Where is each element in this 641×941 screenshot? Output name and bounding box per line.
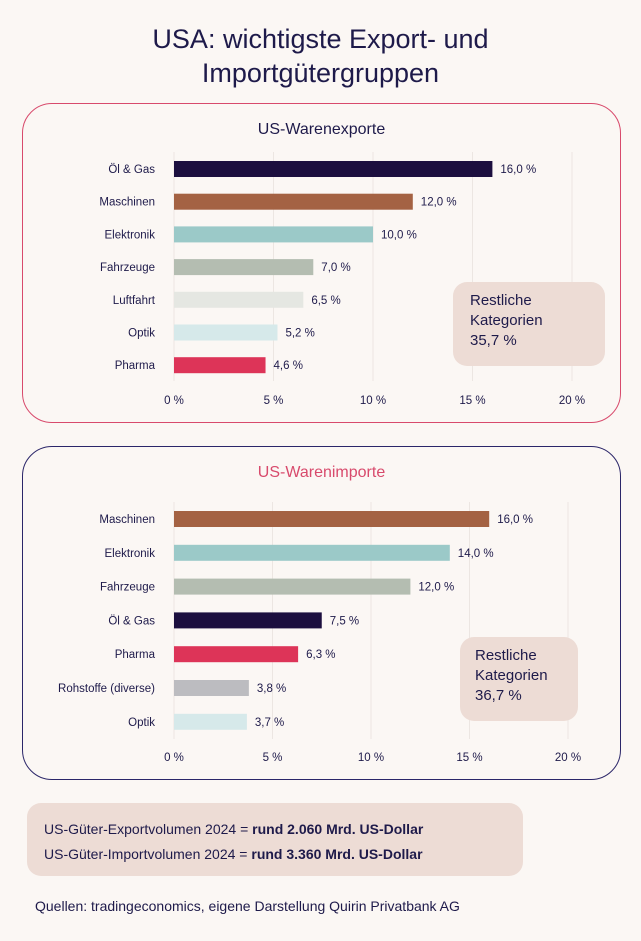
import-value-label: 6,3 % bbox=[306, 649, 335, 661]
export-rest-line-3: 35,7 % bbox=[470, 332, 517, 349]
import-category-label: Öl & Gas bbox=[108, 615, 155, 627]
import-rest-line-2: Kategorien bbox=[475, 667, 548, 684]
export-value-label: 4,6 % bbox=[274, 360, 303, 372]
import-value-label: 16,0 % bbox=[497, 514, 533, 526]
export-x-tick-label: 10 % bbox=[360, 395, 386, 407]
import-chart: 0 % 5 % 10 % 15 % 20 % Maschinen 16,0 % Elektro… bbox=[58, 502, 581, 764]
export-bar bbox=[174, 324, 278, 341]
export-value-label: 5,2 % bbox=[285, 328, 314, 340]
volume-box: US-Güter-Exportvolumen 2024 = rund 2.060… bbox=[27, 803, 523, 876]
page-title: USA: wichtigste Export- und Importgüterg… bbox=[0, 22, 641, 90]
export-rest-line-1: Restliche bbox=[470, 292, 532, 309]
export-value-label: 12,0 % bbox=[421, 197, 457, 209]
import-value-label: 12,0 % bbox=[418, 582, 454, 594]
import-x-tick-label: 0 % bbox=[164, 752, 184, 764]
source-note: Quellen: tradingeconomics, eigene Darste… bbox=[35, 898, 460, 914]
import-value-label: 3,8 % bbox=[257, 683, 286, 695]
import-value-label: 7,5 % bbox=[330, 615, 359, 627]
export-panel: US-Warenexporte 0 % 5 % 10 % 15 % 20 % Öl & G… bbox=[22, 103, 621, 423]
export-category-label: Optik bbox=[128, 328, 155, 340]
import-volume-line: US-Güter-Importvolumen 2024 = rund 3.360… bbox=[44, 842, 523, 867]
import-panel: US-Warenimporte 0 % 5 % 10 % 15 % 20 % Maschi… bbox=[22, 446, 621, 780]
export-bar bbox=[174, 193, 413, 210]
import-bar bbox=[174, 680, 249, 696]
export-category-label: Pharma bbox=[115, 360, 156, 372]
import-volume-label: US-Güter-Importvolumen 2024 = bbox=[44, 846, 252, 862]
export-category-label: Fahrzeuge bbox=[100, 262, 155, 274]
export-bar bbox=[174, 291, 304, 308]
export-volume-line: US-Güter-Exportvolumen 2024 = rund 2.060… bbox=[44, 817, 523, 842]
import-bar bbox=[174, 578, 411, 595]
export-volume-value: rund 2.060 Mrd. US-Dollar bbox=[252, 821, 424, 837]
export-value-label: 16,0 % bbox=[500, 164, 536, 176]
import-x-tick-label: 10 % bbox=[358, 752, 384, 764]
title-line-2: Importgütergruppen bbox=[201, 58, 440, 88]
import-value-label: 14,0 % bbox=[458, 548, 494, 560]
export-category-label: Maschinen bbox=[99, 197, 155, 209]
export-value-label: 7,0 % bbox=[321, 262, 350, 274]
import-x-tick-label: 20 % bbox=[555, 752, 581, 764]
import-rest-line-3: 36,7 % bbox=[475, 687, 522, 704]
import-rest-line-1: Restliche bbox=[475, 647, 537, 664]
export-rest-box: Restliche Kategorien 35,7 % bbox=[453, 282, 605, 366]
import-category-label: Maschinen bbox=[99, 514, 155, 526]
export-x-tick-label: 0 % bbox=[164, 395, 184, 407]
export-volume-label: US-Güter-Exportvolumen 2024 = bbox=[44, 821, 253, 837]
import-bar bbox=[174, 612, 322, 629]
export-x-tick-label: 5 % bbox=[264, 395, 284, 407]
export-chart: 0 % 5 % 10 % 15 % 20 % Öl & Gas 16,0 % Maschine… bbox=[99, 152, 585, 407]
import-bar bbox=[174, 511, 490, 527]
import-category-label: Fahrzeuge bbox=[100, 582, 155, 594]
export-bar bbox=[174, 226, 373, 243]
export-rest-line-2: Kategorien bbox=[470, 312, 543, 329]
import-category-label: Rohstoffe (diverse) bbox=[58, 683, 155, 695]
title-line-1: USA: wichtigste Export- und bbox=[152, 24, 489, 54]
import-value-label: 3,7 % bbox=[255, 717, 284, 729]
import-volume-value: rund 3.360 Mrd. US-Dollar bbox=[251, 846, 423, 862]
export-x-tick-label: 20 % bbox=[559, 395, 585, 407]
import-bar bbox=[174, 646, 299, 663]
export-chart-title: US-Warenexporte bbox=[257, 121, 386, 138]
import-chart-title: US-Warenimporte bbox=[257, 464, 386, 481]
export-bar bbox=[174, 357, 266, 374]
export-bar bbox=[174, 259, 314, 276]
export-value-label: 10,0 % bbox=[381, 229, 417, 241]
import-x-tick-label: 5 % bbox=[263, 752, 283, 764]
import-rest-box: Restliche Kategorien 36,7 % bbox=[460, 637, 578, 721]
export-bar bbox=[174, 161, 493, 177]
export-category-label: Öl & Gas bbox=[108, 164, 155, 176]
import-category-label: Pharma bbox=[115, 649, 156, 661]
export-x-tick-label: 15 % bbox=[459, 395, 485, 407]
import-x-tick-label: 15 % bbox=[456, 752, 482, 764]
import-bar bbox=[174, 713, 247, 730]
import-bar bbox=[174, 544, 450, 561]
import-category-label: Optik bbox=[128, 717, 155, 729]
import-category-label: Elektronik bbox=[105, 548, 156, 560]
export-category-label: Luftfahrt bbox=[113, 295, 156, 307]
export-category-label: Elektronik bbox=[105, 229, 156, 241]
export-value-label: 6,5 % bbox=[311, 295, 340, 307]
